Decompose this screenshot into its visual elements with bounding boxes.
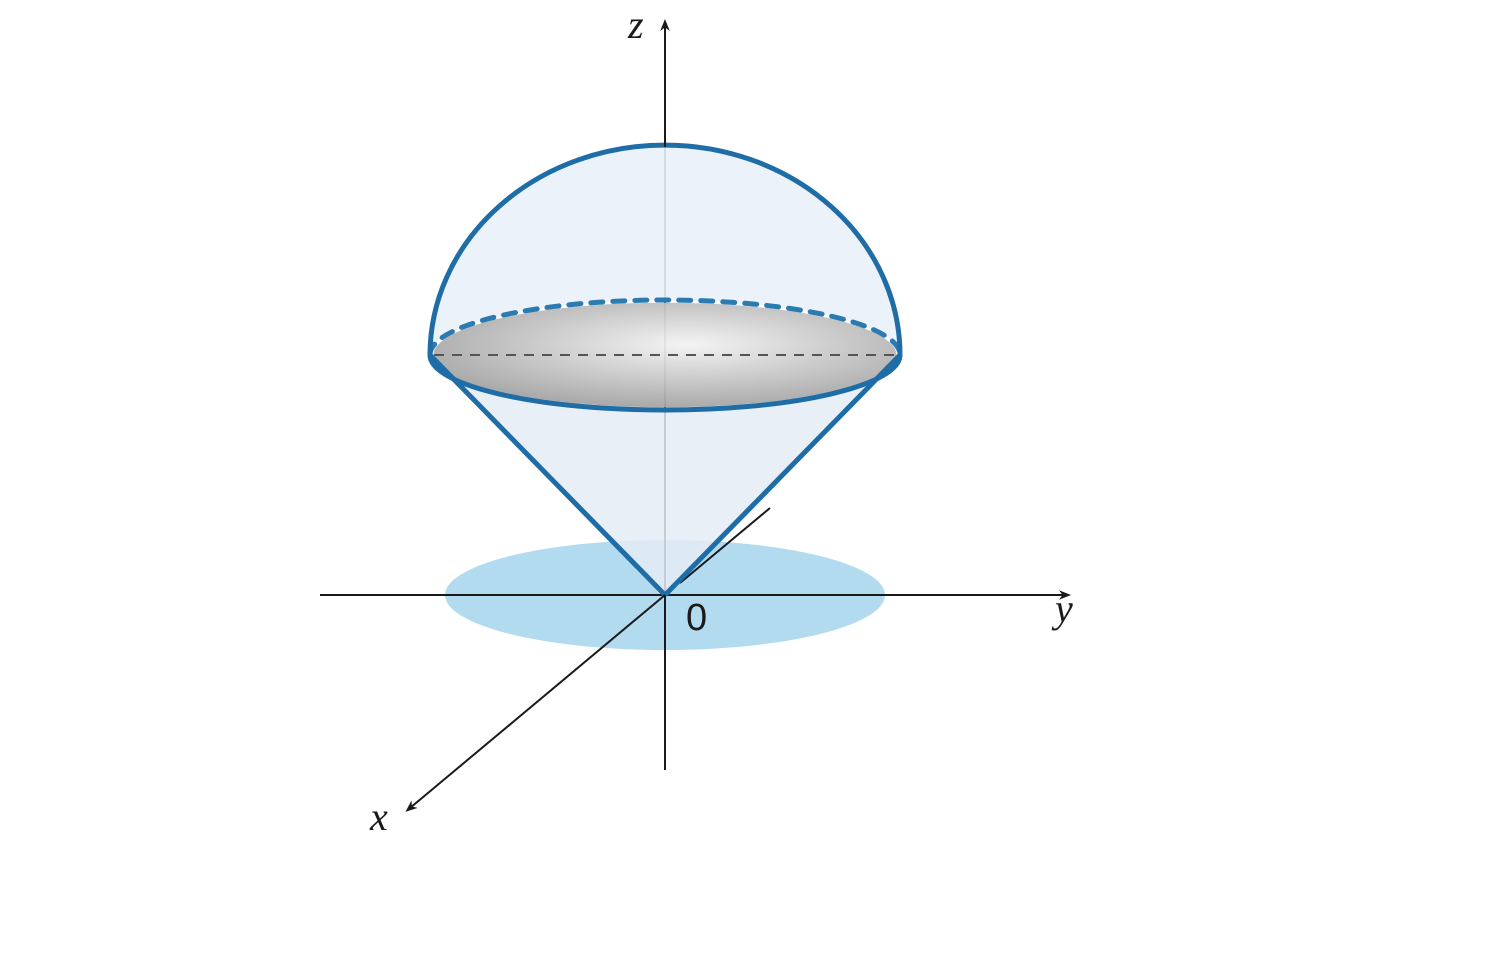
y-axis-label: y (1051, 586, 1073, 631)
x-axis-label: x (369, 794, 388, 839)
equator-disk (434, 303, 897, 408)
diagram-3d-cone-sphere: z y x 0 (0, 0, 1500, 954)
origin-label: 0 (686, 597, 707, 639)
z-axis-label: z (627, 2, 644, 47)
